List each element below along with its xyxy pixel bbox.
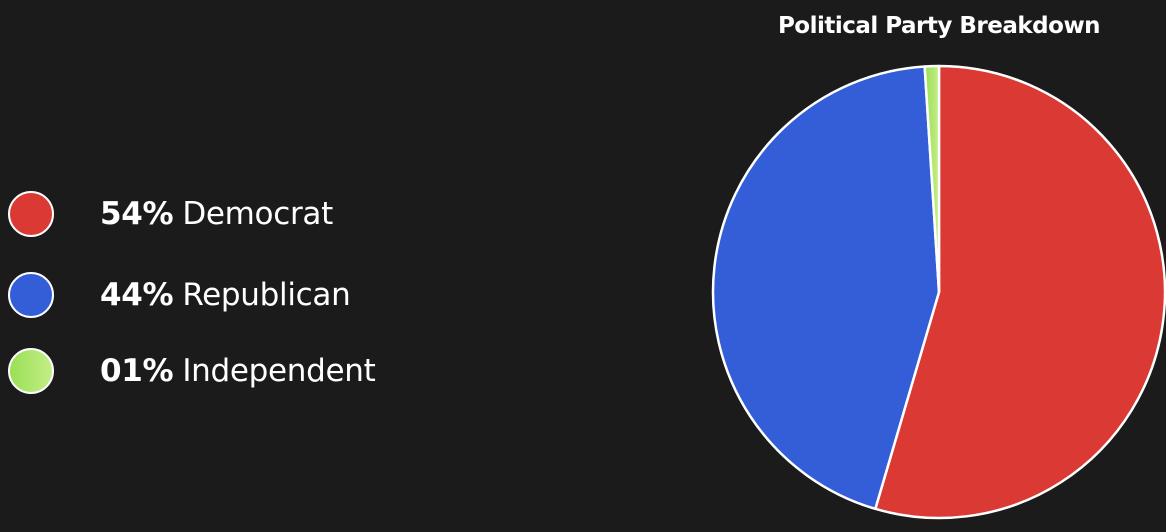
legend: 54% Democrat 44% Republican 01% Independent [0, 0, 560, 532]
pie-slice-independent [923, 64, 941, 294]
legend-percent: 01% [100, 353, 174, 389]
legend-item-independent: 01% Independent [8, 346, 376, 396]
legend-label: Republican [182, 277, 351, 313]
legend-text: 01% Independent [100, 351, 376, 391]
legend-item-republican: 44% Republican [8, 270, 351, 320]
legend-label: Independent [182, 353, 376, 389]
pie-slice-republican [711, 65, 941, 511]
legend-swatch-republican [8, 272, 54, 318]
legend-percent: 44% [100, 277, 174, 313]
legend-text: 54% Democrat [100, 194, 333, 234]
chart-title: Political Party Breakdown [777, 13, 1101, 39]
legend-swatch-independent [8, 348, 54, 394]
pie-slice-democrat [874, 64, 1166, 520]
legend-item-democrat: 54% Democrat [8, 189, 333, 239]
pie-slices [711, 64, 1166, 520]
legend-text: 44% Republican [100, 275, 351, 315]
legend-label: Democrat [182, 196, 333, 232]
legend-percent: 54% [100, 196, 174, 232]
legend-swatch-democrat [8, 191, 54, 237]
